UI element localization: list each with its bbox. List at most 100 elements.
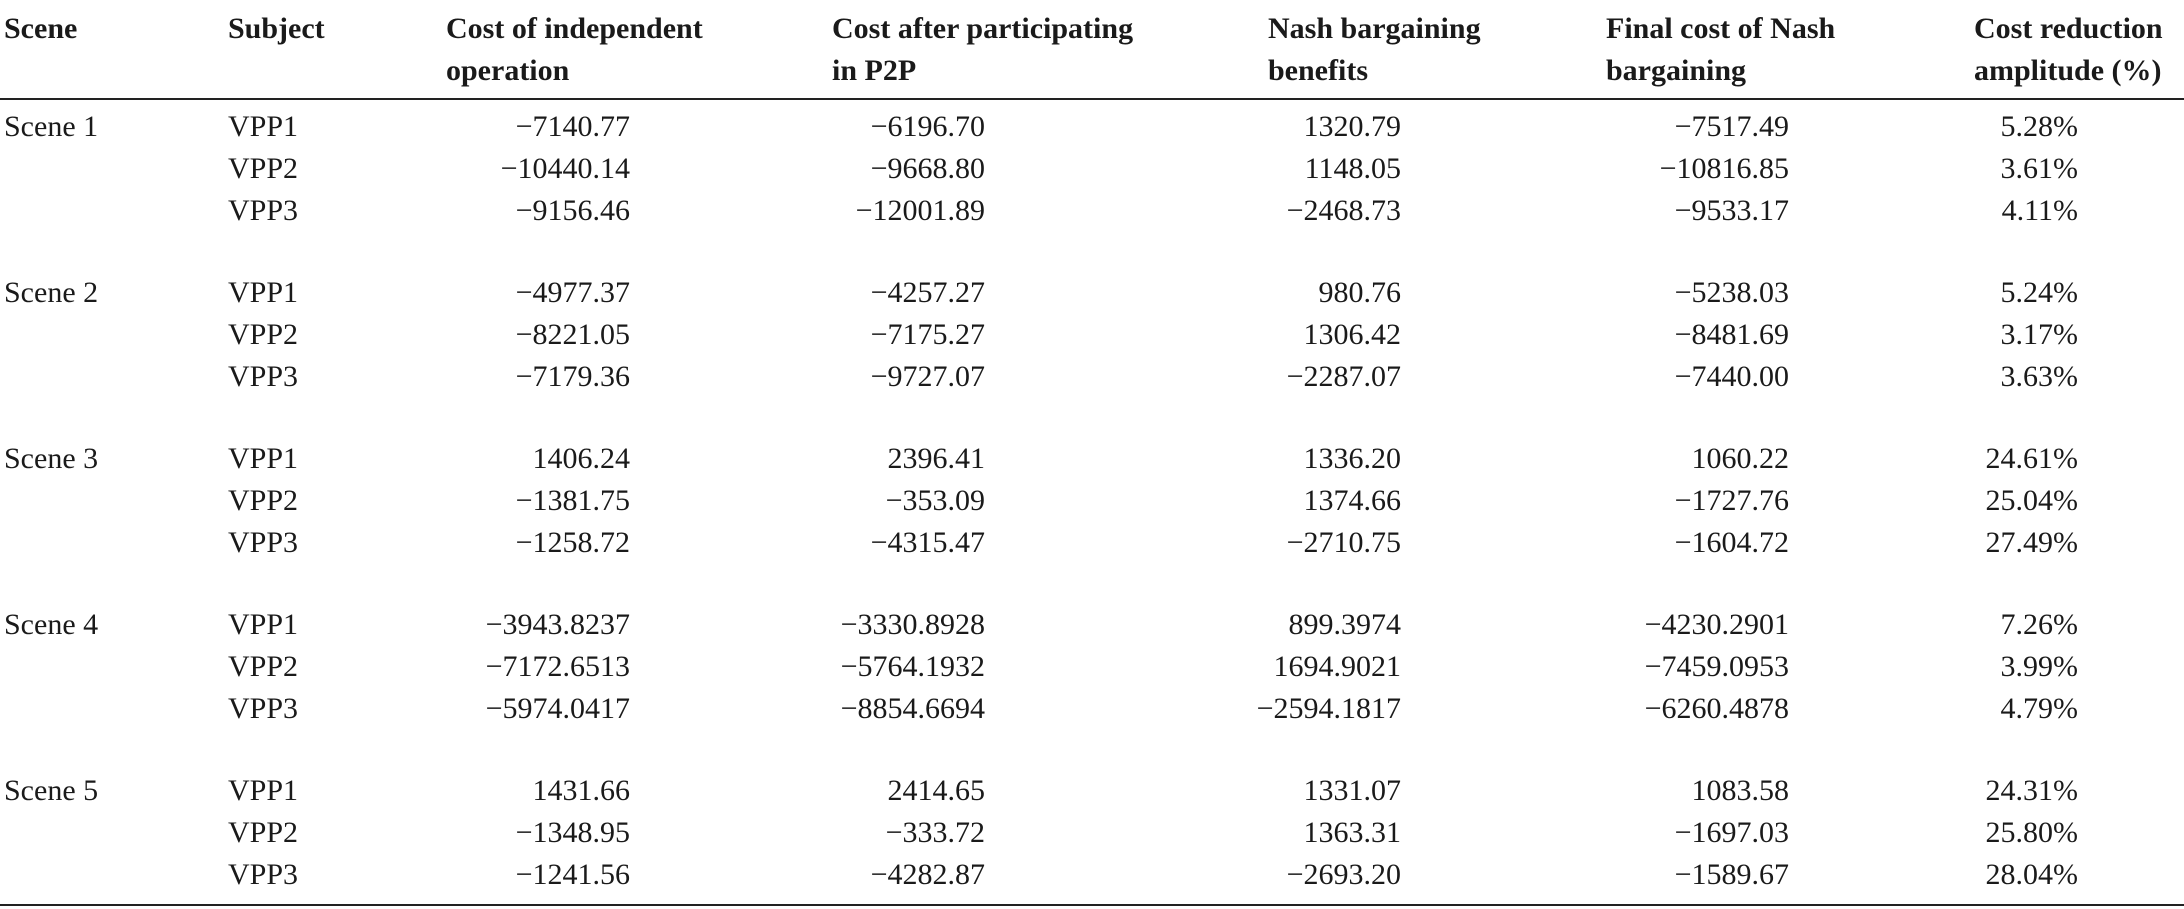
cell-subject: VPP1	[228, 774, 299, 807]
cell-p2p-cost: −5764.1932	[840, 650, 985, 683]
cell-subject: VPP1	[228, 442, 299, 475]
header-cost-reduction-line2: amplitude (%)	[1974, 54, 2162, 87]
cell-p2p-cost: −4257.27	[870, 276, 985, 309]
cell-p2p-cost: −353.09	[885, 484, 985, 517]
cell-subject: VPP3	[228, 194, 299, 227]
scene-label: Scene 5	[4, 774, 99, 807]
cell-independent-cost: −8221.05	[515, 318, 630, 351]
cell-subject: VPP1	[228, 110, 299, 143]
header-scene: Scene	[4, 8, 77, 50]
cell-independent-cost: −1348.95	[515, 816, 630, 849]
cell-cost-reduction: 28.04%	[1985, 858, 2079, 891]
scene-label: Scene 3	[4, 442, 99, 475]
header-p2p-cost-line2: in P2P	[832, 54, 917, 87]
cell-subject: VPP1	[228, 608, 299, 641]
cell-independent-cost: −10440.14	[500, 152, 630, 185]
cell-final-cost: −7440.00	[1674, 360, 1789, 393]
cell-final-cost: −5238.03	[1674, 276, 1789, 309]
cell-p2p-cost: −4282.87	[870, 858, 985, 891]
cell-final-cost: −1604.72	[1674, 526, 1789, 559]
header-cost-reduction: Cost reduction amplitude (%)	[1974, 8, 2163, 92]
cell-cost-reduction: 4.79%	[2000, 692, 2079, 725]
cell-subject: VPP3	[228, 858, 299, 891]
cell-final-cost: 1083.58	[1691, 774, 1790, 807]
cell-independent-cost: −1241.56	[515, 858, 630, 891]
cell-final-cost: −1589.67	[1674, 858, 1789, 891]
cell-nash-benefit: 980.76	[1318, 276, 1402, 309]
cell-independent-cost: 1431.66	[532, 774, 631, 807]
cell-subject: VPP3	[228, 526, 299, 559]
header-independent-cost-line2: operation	[446, 54, 570, 87]
cell-p2p-cost: −9668.80	[870, 152, 985, 185]
cell-independent-cost: −5974.0417	[485, 692, 630, 725]
header-p2p-cost: Cost after participating in P2P	[832, 8, 1133, 92]
cell-cost-reduction: 24.31%	[1985, 774, 2079, 807]
cell-p2p-cost: −12001.89	[855, 194, 985, 227]
cell-final-cost: −7517.49	[1674, 110, 1789, 143]
cell-final-cost: −8481.69	[1674, 318, 1789, 351]
cell-p2p-cost: −333.72	[885, 816, 985, 849]
cell-cost-reduction: 27.49%	[1985, 526, 2079, 559]
header-independent-cost: Cost of independent operation	[446, 8, 703, 92]
cell-nash-benefit: 1694.9021	[1273, 650, 1402, 683]
cell-final-cost: −6260.4878	[1644, 692, 1789, 725]
cell-independent-cost: −3943.8237	[485, 608, 630, 641]
cell-nash-benefit: 1320.79	[1303, 110, 1402, 143]
cell-p2p-cost: −6196.70	[870, 110, 985, 143]
header-final-cost-line1: Final cost of Nash	[1606, 12, 1836, 45]
cell-cost-reduction: 5.24%	[2000, 276, 2079, 309]
cell-cost-reduction: 3.99%	[2000, 650, 2079, 683]
cell-nash-benefit: −2287.07	[1286, 360, 1401, 393]
cell-nash-benefit: 1331.07	[1303, 774, 1402, 807]
cell-p2p-cost: −4315.47	[870, 526, 985, 559]
cell-cost-reduction: 24.61%	[1985, 442, 2079, 475]
cell-subject: VPP1	[228, 276, 299, 309]
bottom-rule	[0, 904, 2184, 906]
header-nash-benefits-line2: benefits	[1268, 54, 1368, 87]
cell-cost-reduction: 3.17%	[2000, 318, 2079, 351]
scene-label: Scene 4	[4, 608, 99, 641]
scene-label: Scene 1	[4, 110, 99, 143]
header-final-cost-line2: bargaining	[1606, 54, 1747, 87]
cell-p2p-cost: −3330.8928	[840, 608, 985, 641]
header-independent-cost-line1: Cost of independent	[446, 12, 703, 45]
header-cost-reduction-line1: Cost reduction	[1974, 12, 2163, 45]
header-subject: Subject	[228, 8, 325, 50]
cell-independent-cost: −7179.36	[515, 360, 630, 393]
cell-cost-reduction: 7.26%	[2000, 608, 2079, 641]
cell-independent-cost: −9156.46	[515, 194, 630, 227]
cell-subject: VPP2	[228, 152, 299, 185]
cell-final-cost: 1060.22	[1691, 442, 1790, 475]
scene-label: Scene 2	[4, 276, 99, 309]
cell-p2p-cost: 2396.41	[887, 442, 986, 475]
header-scene-line1: Scene	[4, 12, 78, 45]
cell-subject: VPP2	[228, 816, 299, 849]
cell-nash-benefit: −2710.75	[1286, 526, 1401, 559]
cell-subject: VPP3	[228, 360, 299, 393]
cell-final-cost: −1697.03	[1674, 816, 1789, 849]
cell-cost-reduction: 25.04%	[1985, 484, 2079, 517]
cell-independent-cost: −7172.6513	[485, 650, 630, 683]
cell-cost-reduction: 3.61%	[2000, 152, 2079, 185]
cell-independent-cost: −7140.77	[515, 110, 630, 143]
cell-p2p-cost: −9727.07	[870, 360, 985, 393]
cell-subject: VPP3	[228, 692, 299, 725]
cell-cost-reduction: 4.11%	[2001, 194, 2078, 227]
cell-final-cost: −7459.0953	[1644, 650, 1789, 683]
cell-cost-reduction: 3.63%	[2000, 360, 2079, 393]
header-final-cost: Final cost of Nash bargaining	[1606, 8, 1835, 92]
cell-cost-reduction: 5.28%	[2000, 110, 2079, 143]
cell-cost-reduction: 25.80%	[1985, 816, 2079, 849]
cell-independent-cost: −1381.75	[515, 484, 630, 517]
cell-subject: VPP2	[228, 318, 299, 351]
header-nash-benefits-line1: Nash bargaining	[1268, 12, 1481, 45]
cell-independent-cost: 1406.24	[532, 442, 631, 475]
cell-nash-benefit: 1306.42	[1303, 318, 1402, 351]
cell-independent-cost: −1258.72	[515, 526, 630, 559]
header-p2p-cost-line1: Cost after participating	[832, 12, 1134, 45]
cell-independent-cost: −4977.37	[515, 276, 630, 309]
cell-nash-benefit: −2468.73	[1286, 194, 1401, 227]
cell-nash-benefit: 899.3974	[1288, 608, 1402, 641]
header-rule	[0, 98, 2184, 100]
